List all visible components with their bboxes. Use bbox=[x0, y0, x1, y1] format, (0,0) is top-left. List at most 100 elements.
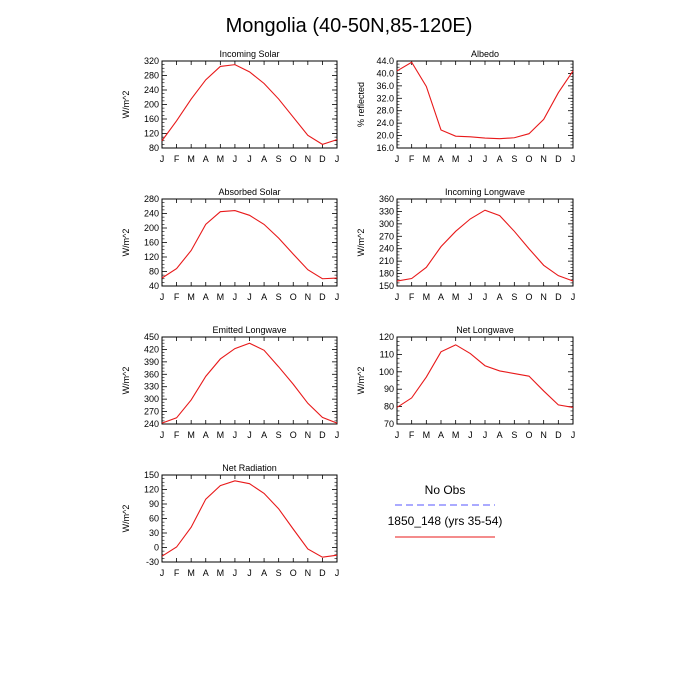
x-tick-label: S bbox=[276, 154, 282, 164]
x-tick-label: M bbox=[187, 154, 195, 164]
y-tick-label: 160 bbox=[144, 114, 159, 124]
x-tick-label: J bbox=[571, 430, 576, 440]
x-tick-label: N bbox=[540, 154, 547, 164]
x-tick-label: S bbox=[276, 430, 282, 440]
x-tick-label: J bbox=[468, 430, 473, 440]
figure-title: Mongolia (40-50N,85-120E) bbox=[226, 15, 473, 37]
y-tick-label: 16.0 bbox=[376, 143, 394, 153]
x-tick-label: O bbox=[290, 292, 297, 302]
y-axis-label: W/m^2 bbox=[356, 229, 366, 257]
y-tick-label: 36.0 bbox=[376, 81, 394, 91]
x-tick-label: A bbox=[203, 292, 209, 302]
x-tick-label: J bbox=[483, 154, 488, 164]
panel-title: Albedo bbox=[471, 49, 499, 59]
y-axis-label: W/m^2 bbox=[121, 229, 131, 257]
series-line-emitted-longwave bbox=[161, 342, 338, 424]
x-tick-label: O bbox=[290, 154, 297, 164]
x-tick-label: A bbox=[261, 568, 267, 578]
x-tick-label: J bbox=[160, 568, 165, 578]
x-tick-label: F bbox=[409, 430, 415, 440]
y-tick-label: 44.0 bbox=[376, 56, 394, 66]
x-tick-label: N bbox=[305, 154, 312, 164]
x-tick-label: D bbox=[319, 568, 326, 578]
y-axis-label: W/m^2 bbox=[356, 367, 366, 395]
y-tick-label: 70 bbox=[384, 419, 394, 429]
x-tick-label: M bbox=[187, 430, 195, 440]
series-line-albedo bbox=[396, 61, 574, 140]
series-line-net-longwave bbox=[396, 344, 574, 409]
x-tick-label: D bbox=[319, 292, 326, 302]
x-tick-label: O bbox=[290, 568, 297, 578]
x-tick-label: A bbox=[261, 430, 267, 440]
x-tick-label: J bbox=[335, 430, 340, 440]
series-line-incoming-longwave bbox=[396, 209, 574, 282]
x-tick-label: D bbox=[555, 292, 562, 302]
y-tick-label: 28.0 bbox=[376, 106, 394, 116]
y-tick-label: 24.0 bbox=[376, 118, 394, 128]
x-tick-label: A bbox=[203, 568, 209, 578]
x-tick-label: S bbox=[511, 430, 517, 440]
x-tick-label: A bbox=[438, 292, 444, 302]
y-tick-label: 300 bbox=[144, 394, 159, 404]
y-tick-label: 150 bbox=[144, 470, 159, 480]
legend-obs-label: No Obs bbox=[425, 483, 466, 497]
x-tick-label: J bbox=[395, 430, 400, 440]
x-tick-label: A bbox=[203, 430, 209, 440]
y-axis-label: W/m^2 bbox=[121, 367, 131, 395]
x-tick-label: S bbox=[511, 292, 517, 302]
y-tick-label: 90 bbox=[384, 384, 394, 394]
x-tick-label: F bbox=[174, 568, 180, 578]
x-tick-label: M bbox=[187, 568, 195, 578]
y-tick-label: 270 bbox=[379, 231, 394, 241]
x-tick-label: J bbox=[247, 568, 252, 578]
x-tick-label: N bbox=[540, 292, 547, 302]
y-tick-label: 40.0 bbox=[376, 68, 394, 78]
x-tick-label: O bbox=[290, 430, 297, 440]
x-tick-label: F bbox=[174, 154, 180, 164]
x-tick-label: J bbox=[247, 430, 252, 440]
y-tick-label: 120 bbox=[144, 485, 159, 495]
x-tick-label: S bbox=[276, 568, 282, 578]
y-tick-label: 210 bbox=[379, 256, 394, 266]
x-tick-label: N bbox=[305, 568, 312, 578]
x-tick-label: M bbox=[423, 430, 431, 440]
series-line-absorbed-solar bbox=[161, 210, 338, 280]
x-tick-label: D bbox=[555, 430, 562, 440]
x-tick-label: S bbox=[511, 154, 517, 164]
x-tick-label: M bbox=[452, 430, 460, 440]
x-tick-label: J bbox=[483, 430, 488, 440]
y-axis-label: % reflected bbox=[356, 82, 366, 127]
y-axis-label: W/m^2 bbox=[121, 91, 131, 119]
series-line-net-radiation bbox=[161, 480, 338, 558]
x-tick-label: J bbox=[335, 568, 340, 578]
y-tick-label: 330 bbox=[144, 382, 159, 392]
y-tick-label: 320 bbox=[144, 56, 159, 66]
x-tick-label: A bbox=[261, 154, 267, 164]
x-tick-label: J bbox=[247, 292, 252, 302]
x-tick-label: N bbox=[540, 430, 547, 440]
y-tick-label: 240 bbox=[144, 209, 159, 219]
y-tick-label: 160 bbox=[144, 238, 159, 248]
series-line-incoming-solar bbox=[161, 64, 338, 145]
panel-title: Absorbed Solar bbox=[218, 187, 280, 197]
x-tick-label: A bbox=[438, 154, 444, 164]
y-tick-label: 360 bbox=[144, 369, 159, 379]
x-tick-label: M bbox=[187, 292, 195, 302]
y-tick-label: 32.0 bbox=[376, 93, 394, 103]
x-tick-label: M bbox=[217, 154, 225, 164]
y-tick-label: 450 bbox=[144, 332, 159, 342]
y-tick-label: 80 bbox=[384, 402, 394, 412]
x-tick-label: A bbox=[497, 292, 503, 302]
panel-title: Emitted Longwave bbox=[212, 325, 286, 335]
y-axis-label: W/m^2 bbox=[121, 505, 131, 533]
y-tick-label: 180 bbox=[379, 269, 394, 279]
x-tick-label: M bbox=[217, 430, 225, 440]
panel-title: Net Longwave bbox=[456, 325, 514, 335]
y-tick-label: 0 bbox=[154, 543, 159, 553]
x-tick-label: J bbox=[571, 292, 576, 302]
x-tick-label: M bbox=[423, 292, 431, 302]
